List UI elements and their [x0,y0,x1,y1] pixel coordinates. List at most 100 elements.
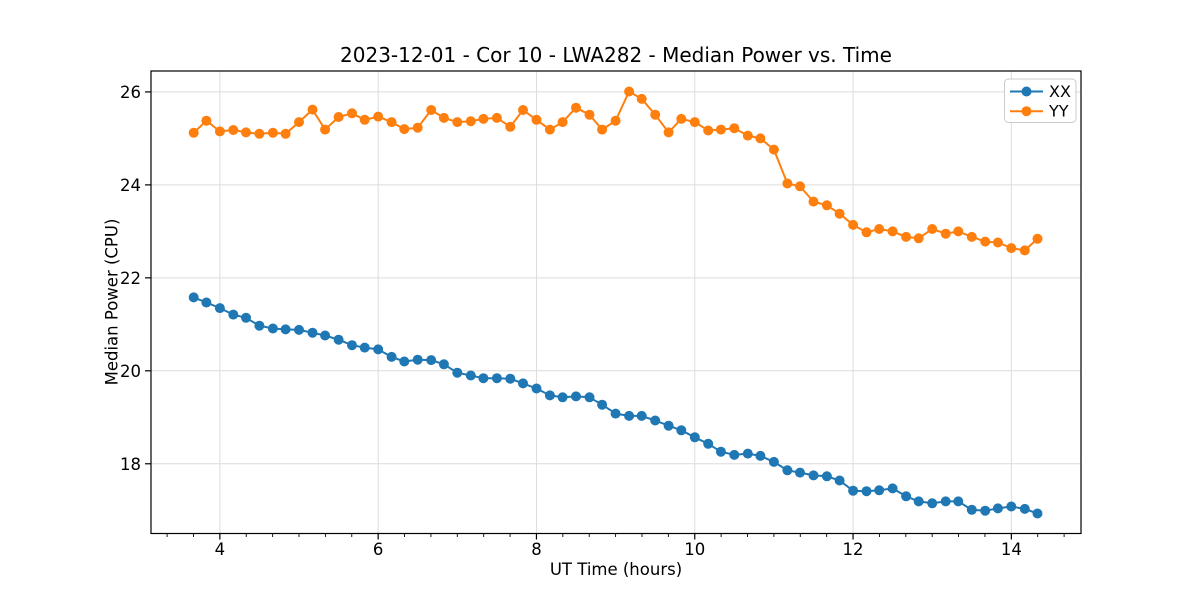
series-xx-marker [927,498,938,509]
series-yy-marker [333,112,344,122]
series-xx-marker [426,355,437,366]
series-xx-marker [333,334,344,345]
series-xx-marker [742,448,753,459]
series-xx-marker [491,373,502,384]
series-xx-marker [518,378,528,389]
series-yy-marker [755,133,766,144]
series-xx-marker [584,392,595,403]
x-axis-label: UT Time (hours) [549,560,683,579]
series-yy-marker [610,115,621,126]
series-yy-marker [913,233,924,244]
series-xx-marker [782,465,793,476]
series-yy-marker [1032,233,1043,244]
series-yy-marker [953,226,964,237]
y-tick-label: 26 [120,83,141,102]
series-yy-marker [742,130,753,141]
series-xx-marker [901,491,912,502]
series-xx-marker [373,344,384,355]
series-yy-marker [940,228,951,239]
series-yy-marker [347,108,357,119]
series-xx-marker [874,485,885,496]
series-xx-marker [1019,503,1030,514]
series-yy-marker [676,113,687,124]
series-xx-marker [386,351,397,362]
series-yy-marker [980,236,991,247]
series-xx-marker [544,390,555,401]
series-yy-marker [478,113,489,124]
series-yy-marker [518,105,528,115]
series-xx-marker [795,467,805,478]
series-yy-marker [438,112,449,123]
series-yy-marker [861,227,872,238]
series-yy-marker [768,144,779,155]
series-xx-marker [571,391,581,402]
series-yy-marker [267,127,278,138]
series-xx-line [192,296,1039,515]
series-xx-marker [505,373,516,384]
series-xx-marker [940,496,951,507]
x-tick-label: 12 [843,540,864,559]
series-xx-marker [992,503,1003,514]
series-yy-marker [887,226,898,237]
series-yy-marker [1019,245,1030,256]
series-xx-marker [610,408,621,419]
series-yy-marker [901,231,912,242]
x-tick-label: 6 [373,540,384,559]
series-yy-marker [636,93,647,104]
series-xx-marker [267,323,278,334]
series-yy-marker [214,126,225,137]
series-xx-marker [452,367,463,378]
series-xx-marker [320,330,331,341]
series-yy-marker [597,124,608,135]
series-xx-marker [347,340,357,351]
series-yy-marker [834,208,845,219]
legend-sample-marker [1021,86,1032,97]
series-yy-marker [491,112,502,123]
series-xx-marker [280,324,291,335]
series-xx-marker [531,383,542,394]
legend-sample-marker [1021,106,1032,117]
series-yy-marker [399,124,410,135]
series-xx-marker [966,504,977,515]
series-yy-marker [584,109,595,120]
y-tick-label: 24 [120,176,141,195]
series-xx-marker [412,354,423,365]
legend-label: YY [1048,102,1069,121]
series-yy-marker [386,117,397,128]
series-yy-marker [624,86,635,97]
series-yy-marker [1006,243,1017,254]
series-xx-marker [689,432,700,443]
y-tick-label: 18 [120,455,141,474]
series-yy-marker [782,178,793,189]
series-xx-marker [294,324,304,335]
series-yy-marker [201,115,212,126]
x-tick-label: 14 [1001,540,1022,559]
series-yy-line [192,90,1039,252]
series-xx-marker [755,450,766,461]
series-yy-marker [531,114,542,125]
series-xx-marker [821,471,832,482]
series-yy-marker [927,224,938,234]
series-xx-marker [729,449,740,460]
series-yy-marker [280,128,291,139]
series-yy-marker [874,224,885,234]
series-yy-marker [465,116,476,127]
series-yy-marker [228,125,239,135]
series-yy-marker [412,122,423,133]
series-xx-marker [834,475,845,486]
series-yy-marker [359,114,370,125]
series-yy-marker [307,104,318,115]
series-xx-marker [887,483,898,494]
series-xx-marker [953,496,964,507]
series-yy-marker [241,127,251,138]
series-xx-marker [624,410,635,421]
series-xx-marker [636,410,647,421]
series-xx-marker [399,356,410,367]
series-xx-marker [663,420,674,431]
series-xx-marker [703,438,714,449]
series-xx-marker [1006,501,1017,512]
series-yy-marker [703,125,714,136]
series-xx-marker [188,292,199,303]
x-tick-label: 4 [215,540,226,559]
series-yy-marker [426,105,437,115]
